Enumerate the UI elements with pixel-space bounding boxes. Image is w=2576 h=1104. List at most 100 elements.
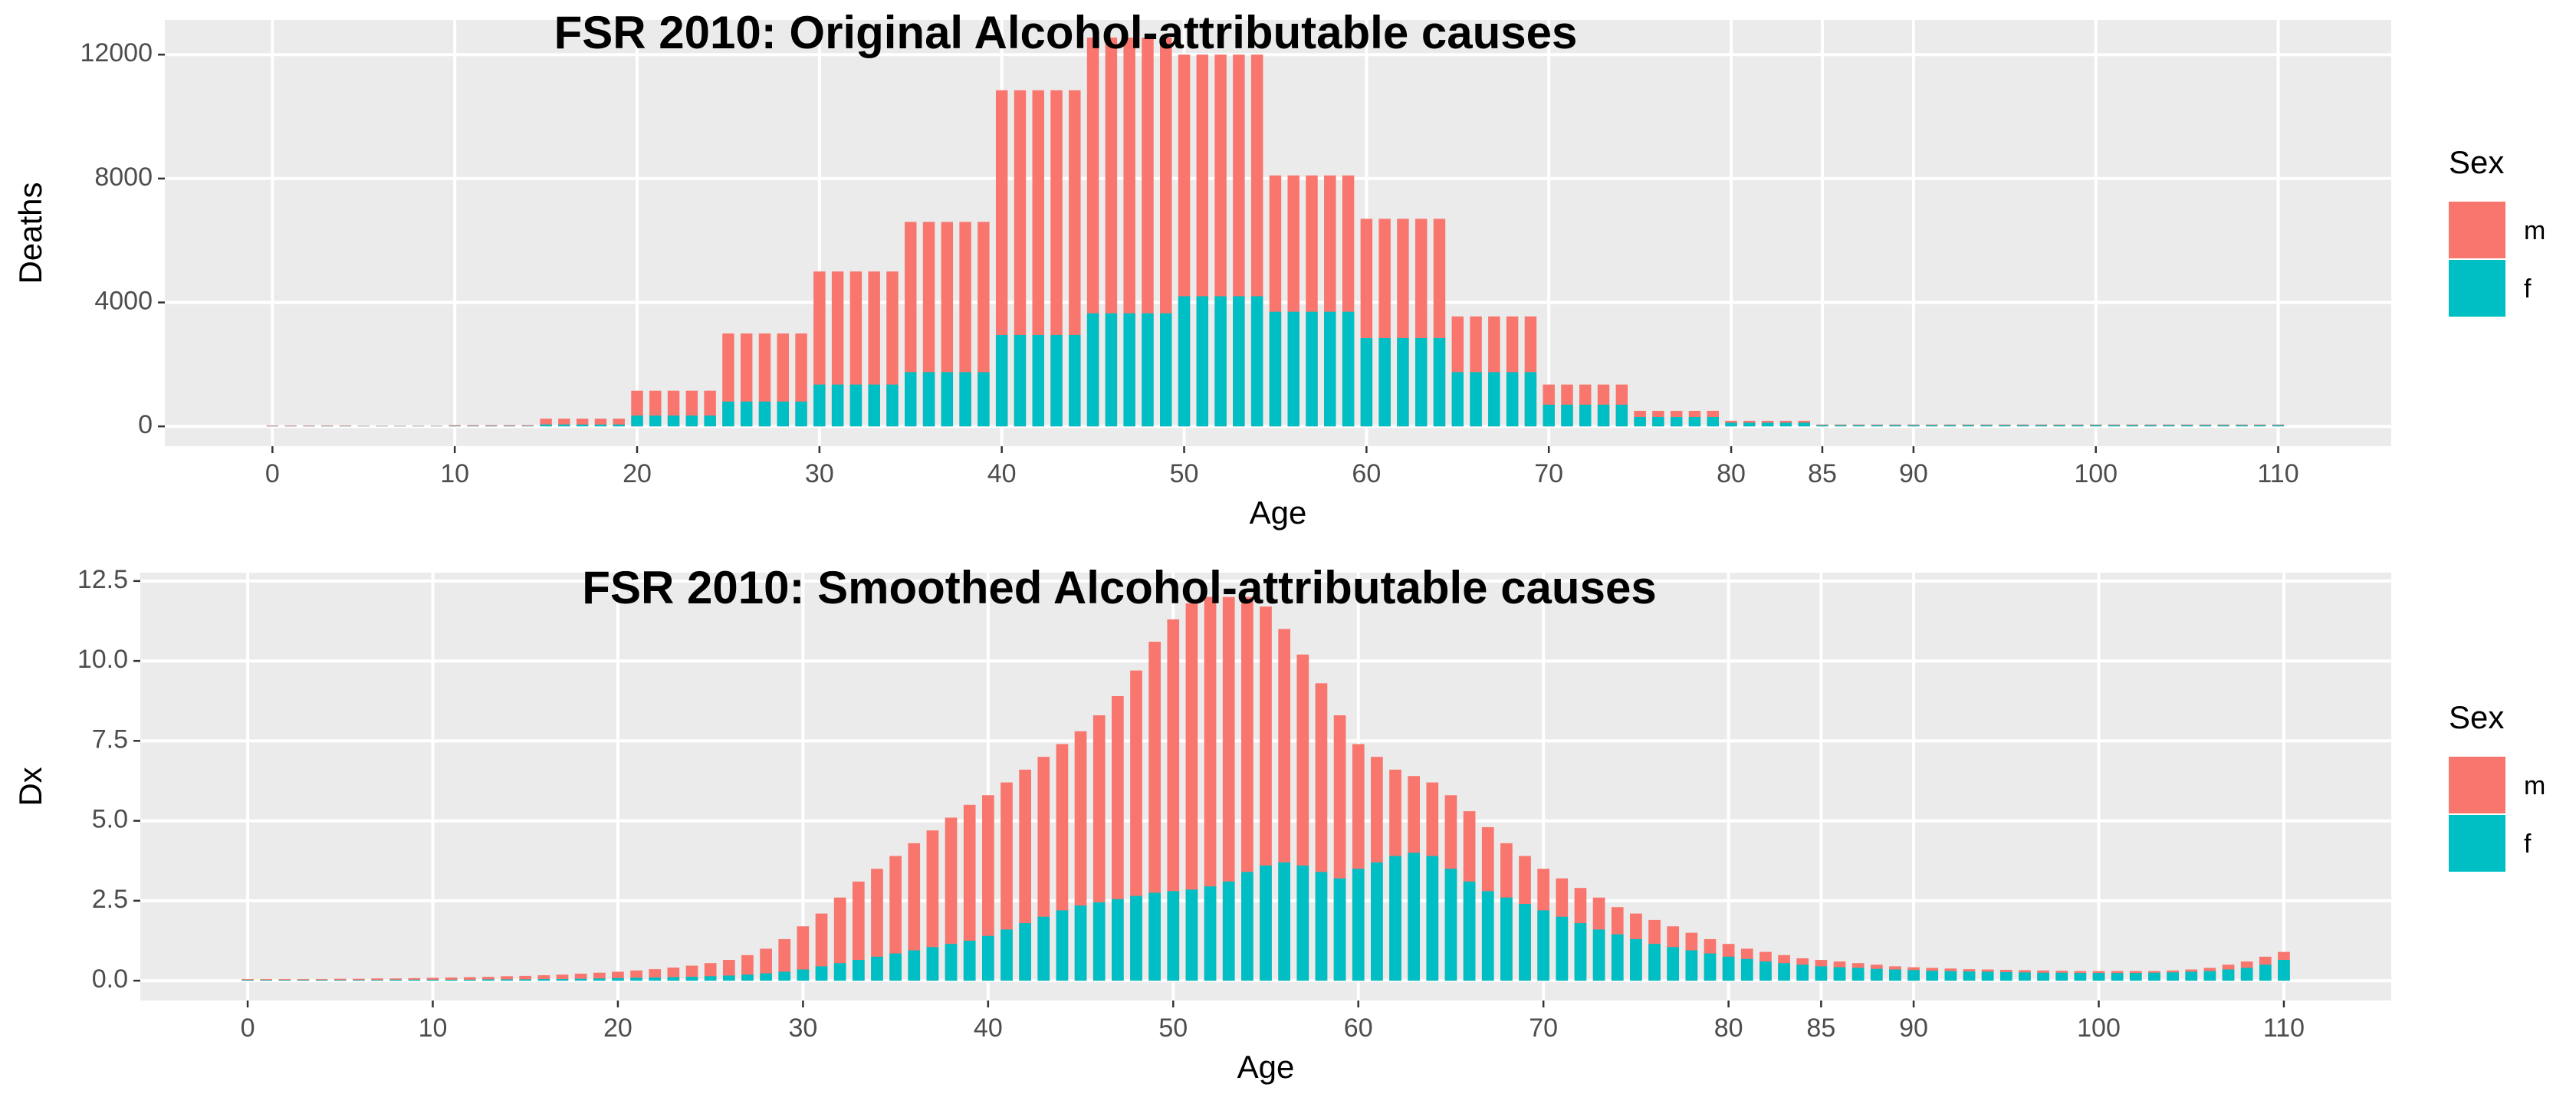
bar — [1962, 425, 1974, 427]
bar — [1352, 869, 1365, 981]
bar — [1999, 971, 2013, 981]
bar — [2144, 425, 2157, 427]
bar — [2111, 973, 2124, 981]
bar — [389, 978, 402, 981]
bar — [482, 977, 495, 981]
bar — [2240, 968, 2253, 981]
bar — [1743, 422, 1756, 427]
bar — [353, 978, 365, 981]
bar — [1296, 866, 1309, 981]
bar — [1185, 603, 1198, 981]
bar — [1556, 916, 1569, 981]
bar — [2222, 969, 2235, 981]
bar — [576, 419, 589, 427]
bar — [1597, 404, 1610, 427]
bar — [704, 976, 717, 981]
bar — [2278, 960, 2290, 981]
y-tick-label: 5.0 — [92, 805, 128, 834]
bar — [2217, 425, 2229, 427]
bar — [758, 401, 771, 427]
bar — [2092, 973, 2105, 981]
bar — [371, 980, 383, 981]
bar — [1704, 953, 1717, 981]
bar — [1981, 971, 1994, 981]
bar — [353, 980, 365, 981]
bar — [408, 978, 421, 981]
bar — [1378, 337, 1391, 427]
bar — [278, 979, 291, 981]
bar — [445, 977, 458, 981]
bar — [1426, 856, 1439, 981]
bar — [813, 384, 826, 427]
bar — [995, 334, 1008, 427]
bar — [941, 372, 954, 427]
y-axis-title: Deaths — [12, 182, 48, 284]
y-tick-label: 4000 — [94, 286, 153, 315]
bar — [797, 926, 810, 981]
bar — [1389, 856, 1401, 981]
bar — [2272, 425, 2285, 427]
bar — [1667, 947, 1680, 981]
bar — [1123, 313, 1135, 427]
bar — [849, 384, 863, 427]
bar — [1648, 944, 1661, 981]
bar — [1926, 971, 1939, 981]
y-tick-label: 10.0 — [77, 645, 128, 674]
bar — [649, 977, 662, 981]
legend-key — [2449, 202, 2505, 258]
bar — [593, 978, 606, 981]
bar — [501, 976, 513, 981]
bar — [1050, 334, 1063, 427]
bar — [1779, 422, 1792, 427]
x-tick-label: 20 — [603, 1014, 632, 1043]
bar — [593, 972, 606, 981]
x-tick-label: 85 — [1808, 459, 1837, 488]
bar — [978, 372, 990, 427]
bar — [1269, 311, 1282, 427]
bar — [685, 977, 698, 981]
bar — [445, 979, 458, 981]
bar — [886, 384, 899, 427]
bar — [260, 980, 273, 981]
x-tick-label: 60 — [1344, 1014, 1373, 1043]
y-tick-label: 2.5 — [92, 885, 128, 914]
legend-label: f — [2524, 830, 2532, 859]
bar — [1670, 417, 1683, 427]
bar — [1980, 425, 1993, 427]
x-axis-title: Age — [1237, 1049, 1295, 1085]
bar — [1470, 372, 1482, 427]
bar — [242, 980, 254, 981]
bar — [959, 372, 971, 427]
bar — [519, 975, 532, 981]
bar — [908, 843, 921, 981]
bar — [1907, 425, 1920, 427]
bar — [612, 971, 624, 981]
x-tick-label: 40 — [987, 459, 1017, 488]
bar — [485, 426, 498, 427]
bar — [1999, 425, 2011, 427]
bar — [1798, 422, 1810, 427]
bar — [482, 979, 495, 981]
bar — [1852, 425, 1865, 427]
bar — [1816, 425, 1829, 427]
bar — [778, 938, 791, 981]
x-tick-label: 90 — [1899, 1014, 1928, 1043]
bar — [2126, 425, 2138, 427]
bar — [1561, 404, 1573, 427]
bar — [2163, 425, 2175, 427]
bar — [2037, 972, 2049, 981]
bar — [1433, 337, 1446, 427]
bar — [1944, 971, 1957, 981]
x-tick-label: 85 — [1806, 1014, 1835, 1043]
bar — [852, 881, 865, 981]
bar — [297, 980, 310, 981]
bar — [519, 979, 532, 981]
legend-key — [2449, 757, 2505, 813]
bar — [2236, 425, 2248, 427]
bar — [1778, 963, 1790, 981]
bar — [574, 973, 587, 981]
bar — [521, 425, 534, 427]
bar — [1111, 899, 1124, 981]
bar — [540, 424, 552, 427]
